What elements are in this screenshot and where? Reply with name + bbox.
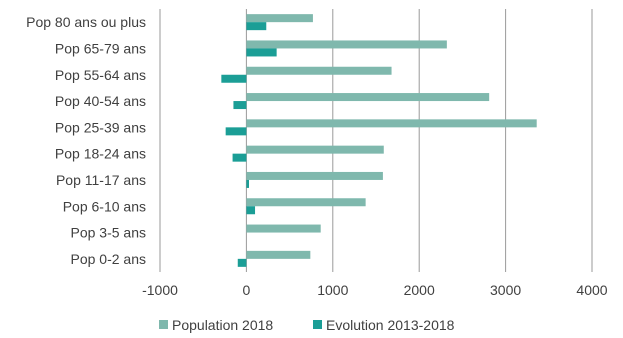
bar-population-2018-1 [246,40,447,49]
legend: Population 2018 Evolution 2013-2018 [159,317,455,333]
bar-evolution-2013-2018-1 [246,48,277,57]
bars [221,14,537,267]
category-label-0: Pop 80 ans ou plus [26,14,146,30]
category-label-3: Pop 40-54 ans [55,93,146,109]
bar-evolution-2013-2018-5 [232,153,247,162]
bar-evolution-2013-2018-3 [233,101,247,110]
bar-population-2018-2 [246,66,392,75]
category-label-6: Pop 11-17 ans [56,172,146,188]
category-label-1: Pop 65-79 ans [55,40,146,56]
legend-label-population-2018: Population 2018 [172,317,273,333]
bar-population-2018-4 [246,119,537,128]
category-label-2: Pop 55-64 ans [55,67,146,83]
bar-population-2018-5 [246,145,384,154]
x-tick-label-4: 3000 [490,282,521,298]
bar-evolution-2013-2018-4 [225,127,247,136]
bar-population-2018-7 [246,198,366,207]
legend-swatch-population-2018 [159,320,168,329]
x-tick-label-5: 4000 [576,282,607,298]
category-label-5: Pop 18-24 ans [55,146,146,162]
category-labels: Pop 80 ans ou plus Pop 65-79 ans Pop 55-64… [26,14,146,267]
x-tick-label-2: 1000 [317,282,348,298]
bar-evolution-2013-2018-0 [246,22,267,31]
bar-evolution-2013-2018-9 [237,258,247,267]
bar-population-2018-0 [246,14,313,23]
x-tick-label-0: -1000 [142,282,178,298]
x-tick-label-1: 0 [243,282,251,298]
legend-label-evolution-2013-2018: Evolution 2013-2018 [326,317,455,333]
bar-population-2018-9 [246,250,311,259]
bar-population-2018-3 [246,93,490,102]
category-label-9: Pop 0-2 ans [71,251,147,267]
category-label-8: Pop 3-5 ans [71,225,147,241]
category-label-7: Pop 6-10 ans [63,198,146,214]
bar-evolution-2013-2018-6 [246,179,249,188]
bar-evolution-2013-2018-2 [221,74,247,83]
bar-population-2018-6 [246,171,383,180]
legend-swatch-evolution-2013-2018 [313,320,322,329]
bar-population-2018-8 [246,224,321,233]
bar-evolution-2013-2018-7 [246,206,256,215]
x-tick-label-3: 2000 [404,282,435,298]
x-tick-labels: -1000 0 1000 2000 3000 4000 [142,282,608,298]
category-label-4: Pop 25-39 ans [55,119,146,135]
